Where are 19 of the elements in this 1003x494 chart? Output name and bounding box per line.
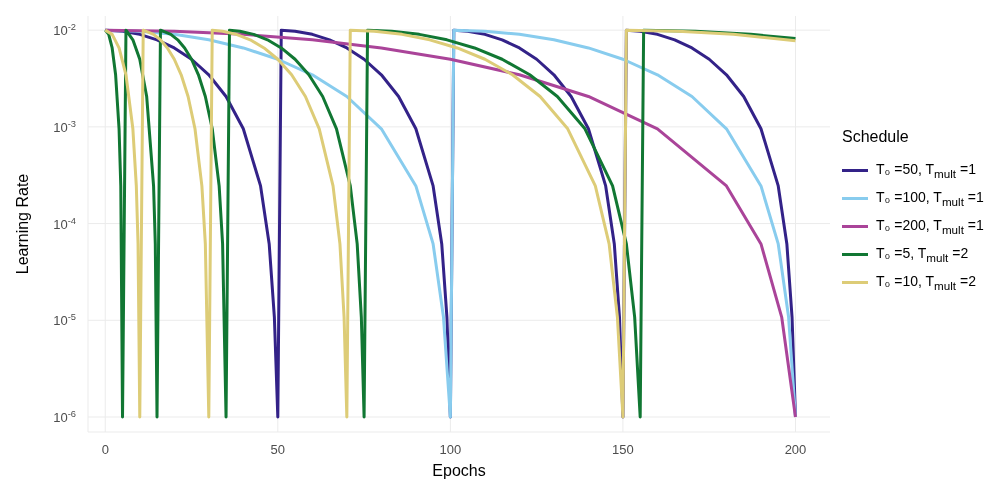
line-series [103,28,797,419]
x-tick-label: 50 [270,442,286,457]
legend-label: T₀ =10, T$_{mult}$ =2 [876,272,976,292]
x-tick-label: 0 [101,442,109,457]
x-axis-title: Epochs [432,462,486,479]
x-tick-label: 200 [784,442,807,457]
legend-label: T₀ =50, T$_{mult}$ =1 [876,160,976,180]
legend-title: Schedule [842,128,910,146]
legend-label: T₀ =100, T$_{mult}$ =1 [876,188,984,208]
y-tick-label: 10$^{-6}$ [53,409,76,426]
y-tick-label: 10$^{-3}$ [53,118,76,135]
y-tick-label: 10$^{-4}$ [53,215,76,232]
y-tick-label: 10$^{-5}$ [53,312,76,329]
legend-label: T₀ =5, T$_{mult}$ =2 [876,244,969,264]
y-axis-title: Learning Rate [13,173,31,275]
legend-label: T₀ =200, T$_{mult}$ =1 [876,216,984,236]
x-tick-label: 150 [612,442,634,457]
y-tick-label: 10$^{-2}$ [53,22,76,39]
x-tick-label: 100 [439,442,462,457]
